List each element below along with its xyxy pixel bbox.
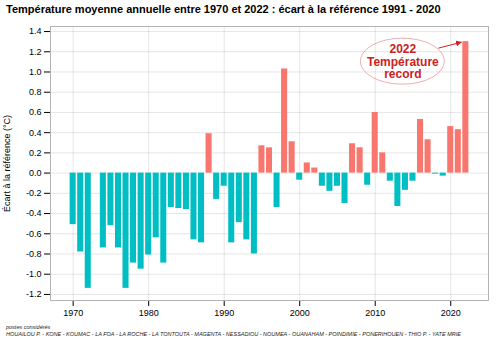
svg-text:1.2: 1.2 [29,47,42,57]
svg-text:2022Températurerecord: 2022Températurerecord [367,42,439,81]
svg-text:-1.0: -1.0 [26,269,42,279]
svg-text:1970: 1970 [63,308,83,318]
svg-text:-0.6: -0.6 [26,229,42,239]
html-text:postes considérés: postes considérés [6,324,51,330]
svg-text:Écart à la référence (°C): Écart à la référence (°C) [2,115,12,212]
svg-text:-0.8: -0.8 [26,249,42,259]
svg-text:0.8: 0.8 [29,87,42,97]
svg-text:0.2: 0.2 [29,148,42,158]
svg-text:2020: 2020 [441,308,461,318]
svg-text:1980: 1980 [139,308,159,318]
svg-text:0.4: 0.4 [29,128,42,138]
svg-text:1.4: 1.4 [29,26,42,36]
svg-text:-0.2: -0.2 [26,188,42,198]
svg-text:0.0: 0.0 [29,168,42,178]
svg-text:2010: 2010 [365,308,385,318]
svg-text:2000: 2000 [290,308,310,318]
html-text:HOUAILOU P. - KONE - KOUMAC -: HOUAILOU P. - KONE - KOUMAC - LA FOA - L… [6,331,461,337]
svg-text:-0.4: -0.4 [26,208,42,218]
svg-text:0.6: 0.6 [29,107,42,117]
svg-text:1.0: 1.0 [29,67,42,77]
html-text:Température moyenne annuelle e: Température moyenne annuelle entre 1970 … [6,3,441,15]
svg-text:-1.2: -1.2 [26,289,42,299]
svg-text:1990: 1990 [214,308,234,318]
